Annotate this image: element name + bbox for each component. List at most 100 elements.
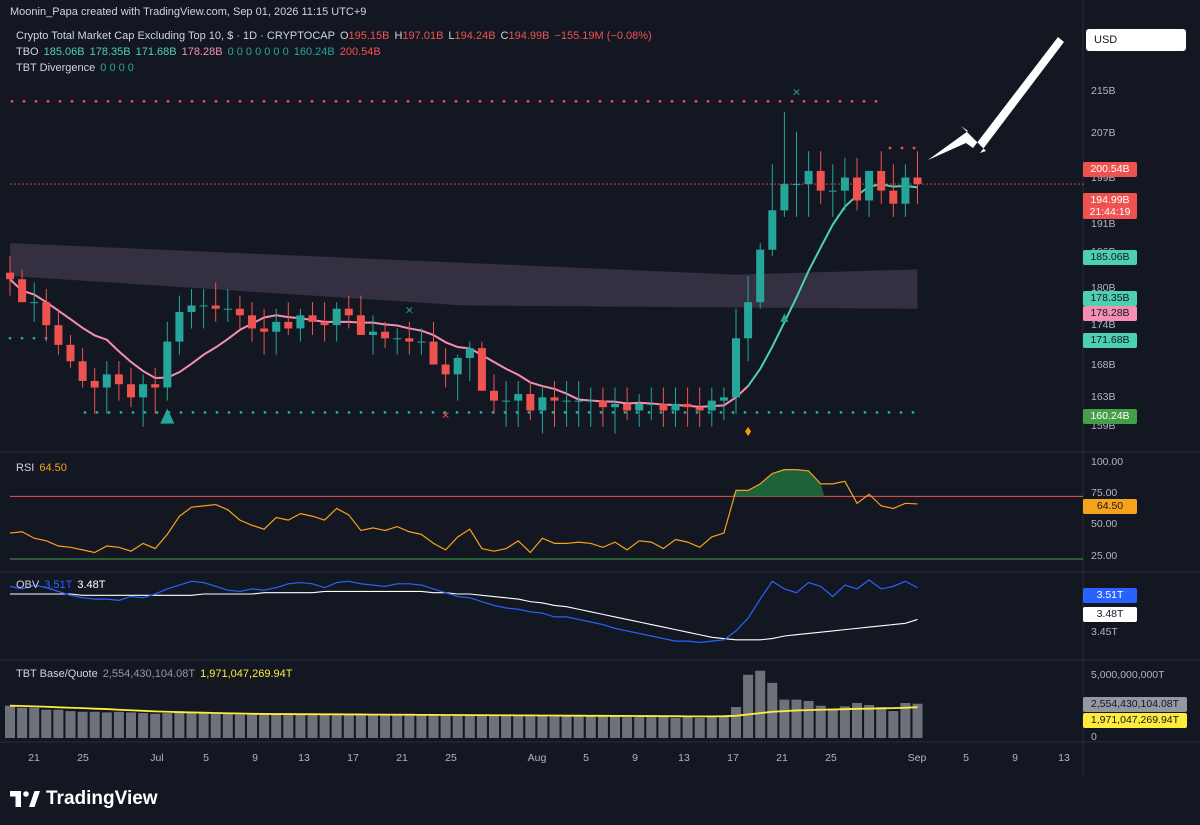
buy-signal-triangle [160, 408, 175, 424]
time-tick: 5 [203, 752, 209, 764]
support-dots [815, 411, 819, 414]
time-tick: 25 [445, 752, 457, 764]
bar-countdown: 21:44:19 [1089, 206, 1131, 218]
tbt-bar [767, 682, 778, 738]
symbol-title[interactable]: Crypto Total Market Cap Excluding Top 10… [16, 30, 335, 42]
obv-ma-line [10, 590, 918, 641]
tbt-bar [5, 705, 15, 738]
support-dots [731, 411, 735, 414]
tbt-bar [428, 715, 439, 738]
resistance-dots [250, 99, 254, 103]
resistance-dots [298, 99, 302, 103]
support-dots [743, 411, 747, 414]
support-dots [371, 411, 375, 414]
resistance-dots [58, 99, 62, 103]
tbt-bar [53, 709, 64, 738]
tbt-bar [65, 711, 76, 738]
tbt-bar [815, 705, 826, 738]
candle-body [562, 400, 571, 402]
resistance-dots [670, 99, 674, 103]
tbt-bar [610, 716, 620, 738]
candle-body [550, 397, 559, 401]
tradingview-logo[interactable]: TradingView [10, 788, 158, 810]
support-dots [851, 411, 855, 414]
tbt-bar [247, 714, 257, 738]
resistance-dots [370, 99, 374, 103]
resistance-dots [850, 99, 854, 103]
cross-marker: × [792, 85, 801, 98]
candle-body [54, 325, 63, 345]
currency-button[interactable]: USD [1086, 29, 1186, 51]
candle-body [611, 403, 619, 408]
resistance-dots [912, 146, 916, 150]
support-dots [779, 411, 783, 414]
support-dots [719, 411, 723, 414]
resistance-dots [562, 99, 566, 103]
candle-body [284, 321, 293, 329]
candle-body [369, 331, 377, 335]
candle-body [356, 315, 365, 335]
candle-body [828, 190, 837, 192]
time-tick: 13 [678, 752, 690, 764]
candle-body [308, 315, 317, 322]
candle-body [671, 403, 680, 411]
resistance-dots [550, 99, 554, 103]
resistance-dots [574, 99, 578, 103]
tbt-bar [476, 715, 487, 738]
candle-body [199, 305, 208, 307]
chart-canvas[interactable]: × × × [0, 0, 1200, 777]
resistance-dots [10, 99, 14, 103]
candle-body [768, 210, 777, 250]
support-dots [791, 411, 795, 414]
time-tick: 13 [298, 752, 310, 764]
resistance-dots [382, 99, 386, 103]
tbt-bar [743, 674, 754, 738]
resistance-dots [238, 99, 242, 103]
candle-body [647, 403, 656, 405]
tbt-bar [464, 714, 475, 738]
price-tick: 191B [1091, 218, 1116, 230]
support-dots [335, 411, 339, 414]
candle-body [526, 394, 535, 411]
time-tick: 9 [632, 752, 638, 764]
tbt-bar [355, 714, 366, 738]
support-dots [515, 411, 519, 414]
tbo-name[interactable]: TBO [16, 46, 39, 58]
resistance-dots [166, 99, 170, 103]
resistance-dots [646, 99, 650, 103]
tbt-bar [101, 712, 112, 738]
support-dots [215, 411, 219, 414]
resistance-dots [900, 146, 904, 150]
price-tick: 163B [1091, 391, 1116, 403]
tbt-bar [283, 713, 294, 738]
candle-body [381, 331, 390, 339]
resistance-dots [118, 99, 122, 103]
tbt-bar [307, 714, 318, 738]
support-dots [611, 411, 615, 414]
tbt-bar [839, 706, 850, 738]
divergence-name[interactable]: TBT Divergence [16, 62, 96, 74]
tbt-tag: 2,554,430,104.08T [1083, 697, 1187, 712]
resistance-dots [814, 99, 818, 103]
tbt-bar [271, 713, 282, 738]
candle-body [405, 338, 414, 342]
resistance-dots [22, 99, 26, 103]
candle-body [175, 312, 184, 342]
support-dots [20, 336, 24, 340]
candle-body [623, 403, 632, 411]
support-dots [275, 411, 279, 414]
resistance-dots [802, 99, 806, 103]
candle-body [332, 308, 341, 326]
tbt-bar [706, 717, 717, 738]
tbt-bar [755, 670, 766, 738]
resistance-dots [598, 99, 602, 103]
last-price-tag: 194.99B 21:44:19 [1083, 193, 1137, 219]
support-dots [839, 411, 843, 414]
time-tick: 5 [963, 752, 969, 764]
candle-body [187, 305, 196, 313]
candle-body [901, 177, 910, 204]
support-dots [587, 411, 591, 414]
resistance-dots [706, 99, 710, 103]
candle-body [707, 400, 716, 411]
candle-body [139, 384, 148, 398]
